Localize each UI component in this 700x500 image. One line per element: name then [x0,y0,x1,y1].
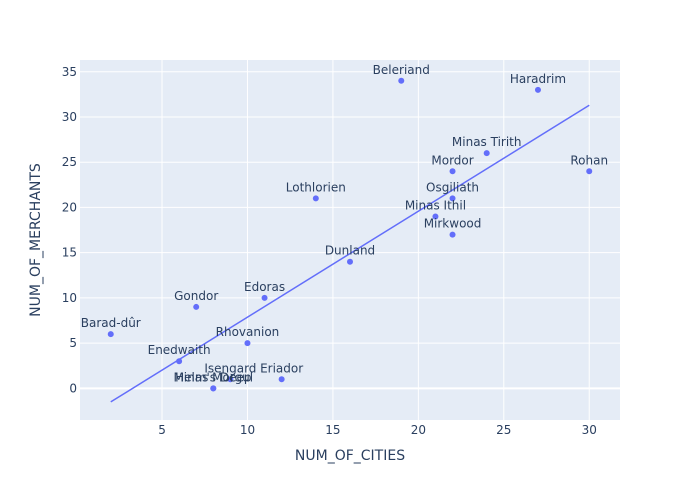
point-label: Enedwaith [148,343,211,357]
data-point [398,77,405,84]
data-point [534,86,541,93]
x-tick-labels: 5 10 15 20 25 30 [158,423,597,437]
point-label: Haradrim [510,72,566,86]
point-label: Dunland [325,244,375,258]
point-label: Lothlorien [286,180,346,194]
x-tick-label: 15 [325,423,340,437]
point-label: Minas Ithil [405,198,466,212]
point-label: Beleriand [373,63,430,77]
data-point [193,303,200,310]
x-tick-label: 10 [240,423,255,437]
point-label: Mirkwood [424,217,482,231]
point-label: Minas Tirith [452,135,522,149]
grid-lines [80,60,620,420]
data-point [432,213,439,220]
x-tick-label: 30 [582,423,597,437]
point-label: Rhovanion [216,325,280,339]
data-point [449,231,456,238]
data-point [107,331,114,338]
x-tick-label: 25 [496,423,511,437]
data-point [449,195,456,202]
data-point [278,376,285,383]
data-point [261,294,268,301]
y-axis-title: NUM_OF_MERCHANTS [28,163,44,317]
point-label: Helm's Deep [175,370,251,384]
data-point [210,385,217,392]
data-points [107,77,593,392]
y-tick-label: 35 [62,65,77,79]
y-tick-labels: 0 5 10 15 20 25 30 35 [62,65,77,396]
x-axis-title: NUM_OF_CITIES [295,448,405,464]
point-label: Isengard [204,361,256,375]
x-tick-label: 20 [411,423,426,437]
y-tick-label: 5 [69,336,77,350]
data-point [449,168,456,175]
point-label: Minas Morgul [173,370,253,384]
point-label: Mordor [431,153,473,167]
y-tick-label: 20 [62,200,77,214]
point-label: Eriador [260,361,303,375]
data-point [227,376,234,383]
data-point [483,150,490,157]
data-point [176,358,183,365]
y-tick-label: 10 [62,291,77,305]
point-label: Barad-dûr [81,316,141,330]
data-point [312,195,319,202]
y-tick-label: 15 [62,246,77,260]
data-point [586,168,593,175]
y-tick-label: 0 [69,381,77,395]
data-point [347,258,353,265]
trendline [110,104,590,403]
data-point [244,340,251,347]
point-label: Rohan [570,153,608,167]
y-tick-label: 25 [62,155,77,169]
point-label: Osgiliath [426,180,479,194]
y-tick-label: 30 [62,110,77,124]
plot-background [80,60,620,420]
x-tick-label: 5 [158,423,166,437]
point-label: Edoras [244,280,285,294]
point-label: Gondor [174,289,218,303]
